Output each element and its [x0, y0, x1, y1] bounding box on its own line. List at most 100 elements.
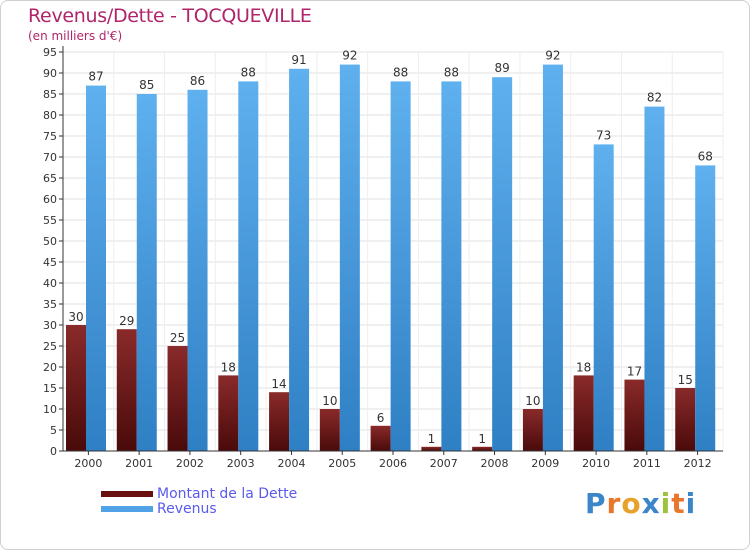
y-tick-label: 10 [43, 403, 57, 416]
y-tick-label: 5 [50, 424, 57, 437]
y-tick-label: 30 [43, 319, 57, 332]
bar-revenus [238, 81, 259, 452]
bars [66, 64, 716, 452]
y-tick-label: 60 [43, 193, 57, 206]
bar-revenus [492, 77, 513, 451]
data-label-revenus: 89 [495, 61, 510, 75]
bar-dette [167, 346, 188, 451]
logo-letter: P [585, 487, 607, 520]
bar-dette [116, 329, 137, 451]
y-tick-label: 70 [43, 151, 57, 164]
bar-revenus [187, 89, 208, 452]
y-tick-label: 75 [43, 130, 57, 143]
bar-dette [218, 375, 239, 451]
data-label-revenus: 73 [596, 128, 611, 142]
bar-revenus [542, 64, 563, 451]
data-label-dette: 18 [576, 360, 591, 374]
chart-title: Revenus/Dette - TOCQUEVILLE [28, 5, 312, 27]
y-tick-label: 20 [43, 361, 57, 374]
data-label-revenus: 87 [88, 70, 103, 84]
bar-revenus [644, 106, 665, 451]
x-tick-label: 2007 [430, 457, 458, 470]
data-label-revenus: 88 [444, 65, 459, 79]
y-tick-label: 65 [43, 172, 57, 185]
x-tick-label: 2000 [74, 457, 102, 470]
y-tick-label: 35 [43, 298, 57, 311]
x-tick-label: 2001 [125, 457, 153, 470]
x-tick-label: 2010 [582, 457, 610, 470]
labels: 0 5 10 15 20 25 30 35 40 45 50 55 60 65 70 75 80 85 90 95 30… [43, 46, 713, 470]
y-tick-label: 15 [43, 382, 57, 395]
axes [59, 46, 723, 455]
legend-label-dette: Montant de la Dette [157, 486, 298, 502]
y-tick-label: 50 [43, 235, 57, 248]
data-label-dette: 29 [119, 314, 134, 328]
x-tick-label: 2003 [227, 457, 255, 470]
logo-letter: i [660, 487, 672, 520]
bar-revenus [339, 64, 360, 451]
bar-dette [269, 392, 290, 451]
data-label-dette: 18 [221, 360, 236, 374]
x-tick-label: 2004 [277, 457, 305, 470]
bar-dette [522, 409, 543, 451]
data-label-dette: 17 [627, 365, 642, 379]
data-label-dette: 10 [322, 394, 337, 408]
data-label-revenus: 82 [647, 91, 662, 105]
logo-letter: t [671, 487, 686, 520]
data-label-dette: 30 [68, 310, 83, 324]
data-label-revenus: 85 [139, 78, 154, 92]
x-tick-label: 2002 [176, 457, 204, 470]
y-tick-label: 85 [43, 88, 57, 101]
y-tick-label: 0 [50, 445, 57, 458]
bar-dette [421, 446, 442, 451]
bar-dette [319, 409, 340, 451]
x-tick-label: 2006 [379, 457, 407, 470]
data-label-dette: 1 [478, 432, 486, 446]
y-tick-label: 80 [43, 109, 57, 122]
legend-swatch-revenus [101, 506, 153, 512]
data-label-dette: 14 [271, 377, 286, 391]
bar-revenus [593, 144, 614, 451]
data-label-dette: 15 [678, 373, 693, 387]
bar-dette [624, 379, 645, 451]
bar-dette [573, 375, 594, 451]
data-label-revenus: 86 [190, 74, 205, 88]
bar-revenus [695, 165, 716, 451]
logo-letter: o [621, 487, 642, 520]
chart-subtitle: (en milliers d'€) [28, 29, 123, 43]
data-label-dette: 25 [170, 331, 185, 345]
y-tick-label: 95 [43, 46, 57, 59]
x-tick-label: 2011 [633, 457, 661, 470]
data-label-revenus: 88 [241, 65, 256, 79]
data-label-revenus: 68 [698, 149, 713, 163]
y-tick-label: 55 [43, 214, 57, 227]
x-tick-label: 2012 [684, 457, 712, 470]
bar-revenus [289, 68, 310, 452]
bar-dette [472, 446, 493, 451]
bar-dette [370, 425, 391, 451]
x-tick-label: 2005 [328, 457, 356, 470]
bar-dette [675, 388, 696, 451]
legend-label-revenus: Revenus [157, 501, 217, 517]
x-tick-label: 2009 [531, 457, 559, 470]
data-label-revenus: 92 [342, 49, 357, 63]
logo-letter: i [685, 487, 697, 520]
y-tick-label: 90 [43, 67, 57, 80]
data-label-revenus: 92 [545, 49, 560, 63]
data-label-dette: 6 [377, 411, 385, 425]
data-label-dette: 10 [525, 394, 540, 408]
x-tick-label: 2008 [481, 457, 509, 470]
bar-revenus [390, 81, 411, 452]
bar-revenus [136, 94, 157, 451]
bar-revenus [441, 81, 462, 452]
bar-dette [66, 325, 86, 451]
y-tick-label: 40 [43, 277, 57, 290]
data-label-revenus: 88 [393, 65, 408, 79]
proxiti-logo: Proxiti [585, 487, 696, 520]
data-label-revenus: 91 [291, 53, 306, 67]
logo-letter: x [641, 487, 661, 520]
bar-revenus [86, 85, 106, 451]
logo-letter: r [606, 487, 622, 520]
